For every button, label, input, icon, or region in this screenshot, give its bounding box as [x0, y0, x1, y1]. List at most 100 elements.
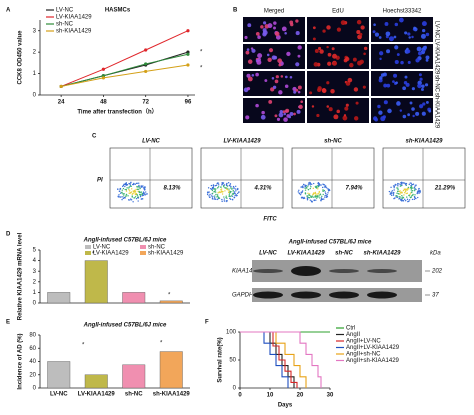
cell: [421, 84, 425, 88]
event: [140, 198, 143, 200]
event: [306, 195, 308, 198]
event: [392, 191, 395, 194]
cell: [255, 72, 259, 77]
event: [130, 199, 133, 201]
event: [121, 196, 123, 198]
event: [140, 185, 142, 187]
event: [128, 190, 131, 192]
y-tick-label: 0: [33, 301, 37, 307]
cell: [246, 73, 251, 78]
event: [124, 183, 126, 185]
cell: [283, 112, 287, 116]
cell: [425, 58, 429, 62]
event: [326, 194, 329, 196]
event: [405, 188, 408, 191]
y-tick-label: 20: [29, 372, 36, 378]
y-axis-label: PI: [97, 178, 103, 184]
event: [137, 197, 140, 199]
cell: [332, 61, 337, 66]
event: [304, 184, 306, 186]
event: [125, 182, 128, 184]
band: [367, 291, 397, 299]
cell: [420, 87, 424, 91]
event: [137, 200, 139, 202]
event: [119, 190, 121, 193]
cell: [386, 49, 391, 54]
cell: [289, 75, 293, 79]
band: [253, 269, 283, 273]
event: [211, 188, 214, 190]
event: [223, 185, 225, 188]
event: [410, 187, 413, 190]
event: [319, 193, 322, 195]
event: [131, 188, 133, 190]
event: [218, 197, 221, 200]
cell: [409, 101, 413, 105]
event: [221, 198, 223, 201]
micrograph: [243, 98, 305, 123]
event: [308, 197, 311, 199]
event: [405, 189, 407, 192]
event: [128, 186, 131, 188]
event: [214, 198, 217, 201]
event: [393, 185, 396, 188]
cell: [421, 21, 427, 27]
x-axis-label: FITC: [263, 217, 277, 223]
legend-label: AngII+sh-NC: [346, 352, 381, 358]
cell: [393, 73, 398, 78]
event: [402, 196, 404, 198]
event: [233, 191, 236, 193]
event: [397, 185, 399, 187]
event: [310, 196, 312, 198]
event: [232, 199, 234, 201]
cell: [355, 101, 359, 105]
flow-plot: [109, 147, 193, 209]
cell: [407, 60, 411, 64]
cell: [271, 77, 275, 80]
event: [226, 188, 229, 191]
event: [143, 193, 146, 195]
y-tick-label: 4: [33, 258, 37, 264]
cell: [394, 22, 399, 27]
cell: [268, 48, 274, 53]
legend-label: sh-KIAA1429: [148, 251, 184, 257]
y-tick-label: 100: [226, 330, 237, 336]
event: [136, 188, 139, 191]
x-tick-label: LV-NC: [50, 392, 68, 398]
cell: [297, 90, 301, 94]
event: [318, 191, 320, 194]
series-line: [61, 53, 189, 87]
cell: [326, 45, 329, 49]
event: [393, 189, 395, 191]
event: [121, 191, 123, 194]
event: [301, 185, 304, 187]
cell: [388, 36, 394, 42]
event: [125, 195, 127, 197]
point: [59, 84, 63, 89]
event: [234, 194, 236, 197]
cell: [282, 110, 286, 114]
event: [224, 190, 226, 192]
event: [309, 199, 312, 201]
event: [299, 194, 302, 196]
cell: [340, 20, 346, 26]
event: [215, 188, 217, 190]
event: [318, 190, 321, 193]
event: [138, 184, 140, 187]
cell: [312, 37, 316, 41]
event: [128, 189, 130, 191]
event: [325, 192, 327, 195]
event: [130, 198, 132, 200]
event: [313, 182, 315, 185]
cell: [395, 81, 398, 85]
event: [127, 195, 129, 197]
cell: [289, 20, 294, 25]
cell: [382, 115, 386, 119]
event: [418, 192, 420, 194]
event: [403, 182, 405, 184]
cell: [273, 55, 278, 60]
event: [419, 190, 422, 192]
event: [212, 186, 215, 188]
event: [229, 184, 231, 186]
cell: [331, 47, 335, 51]
